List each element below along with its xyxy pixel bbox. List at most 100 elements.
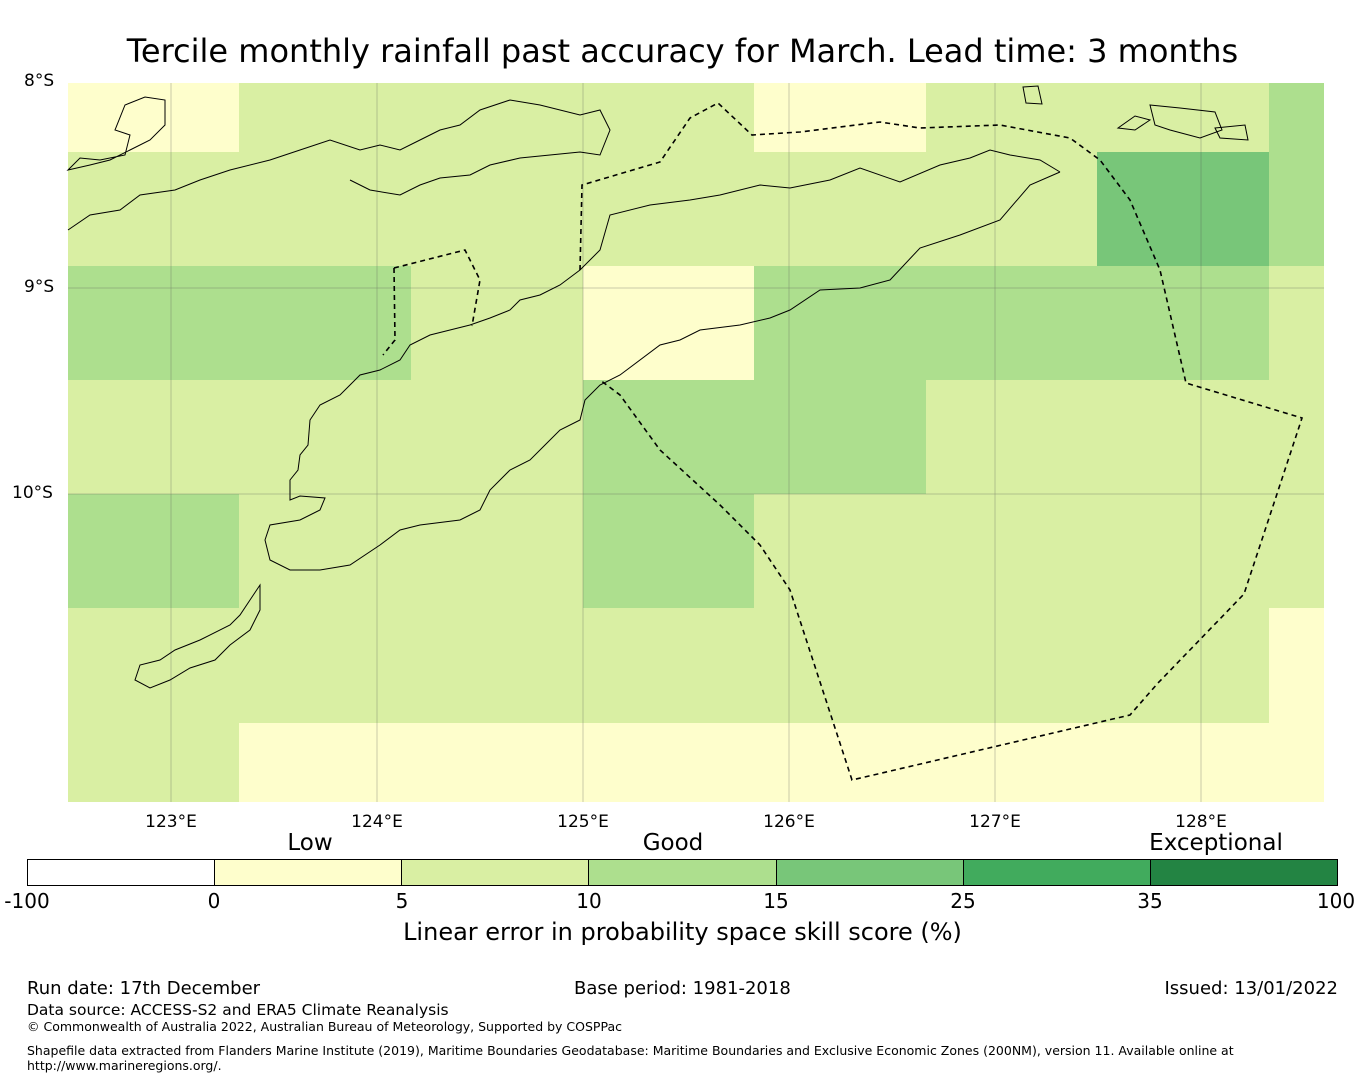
lon-label-123e: 123°E [145, 812, 197, 832]
lat-label-9s: 9°S [24, 277, 55, 297]
skill-cell [1269, 83, 1324, 152]
skill-cell [411, 608, 583, 723]
skill-cell [754, 494, 926, 608]
skill-cell [1269, 608, 1324, 723]
skill-cell [68, 266, 239, 380]
skill-cell [583, 608, 754, 723]
skill-cell [411, 380, 583, 494]
skill-cell [583, 723, 754, 802]
skill-cell [583, 266, 754, 380]
skill-cell [1097, 380, 1269, 494]
skill-cell [583, 494, 754, 608]
base-period: Base period: 1981-2018 [574, 978, 791, 999]
skill-grid-cells [68, 83, 1324, 802]
lon-label-125e: 125°E [557, 812, 609, 832]
skill-cell [926, 152, 1097, 266]
page-title: Tercile monthly rainfall past accuracy f… [126, 32, 1239, 70]
lat-label-10s: 10°S [12, 483, 53, 503]
skill-cell [926, 266, 1097, 380]
small-island-2 [1214, 124, 1249, 141]
skill-cell [239, 723, 411, 802]
colorbar-tick: 35 [1137, 889, 1163, 913]
data-source: Data source: ACCESS-S2 and ERA5 Climate … [27, 1001, 449, 1019]
skill-cell [583, 83, 754, 152]
skill-cell [68, 723, 239, 802]
colorbar-segment [28, 860, 216, 885]
skill-cell [926, 494, 1097, 608]
skill-cell [926, 83, 1097, 152]
colorbar-tick: 0 [207, 889, 221, 913]
skill-cell [239, 608, 411, 723]
skill-cell [1097, 608, 1269, 723]
colorbar-tick: 100 [1316, 889, 1356, 913]
northwest-island-coast [66, 96, 166, 171]
skill-cell [754, 608, 926, 723]
colorbar-segment [776, 860, 964, 885]
skill-cell [68, 83, 239, 152]
run-date: Run date: 17th December [27, 978, 261, 999]
skill-cell [754, 723, 926, 802]
lon-label-124e: 124°E [351, 812, 403, 832]
skill-cell [239, 83, 411, 152]
category-exceptional: Exceptional [1149, 830, 1283, 856]
skill-cell [1097, 83, 1269, 152]
small-island-3 [1116, 115, 1152, 131]
skill-cell [926, 380, 1097, 494]
skill-cell [583, 380, 754, 494]
copyright: © Commonwealth of Australia 2022, Austra… [27, 1019, 622, 1034]
lon-label-127e: 127°E [969, 812, 1021, 832]
skill-cell [68, 494, 239, 608]
map-gridlines [68, 83, 1324, 802]
skill-cell [68, 608, 239, 723]
colorbar-segment [963, 860, 1151, 885]
skill-cell [1097, 494, 1269, 608]
skill-cell [411, 152, 583, 266]
lon-label-128e: 128°E [1175, 812, 1227, 832]
colorbar-tick: 25 [950, 889, 976, 913]
skill-cell [411, 266, 583, 380]
colorbar-segment [1150, 860, 1337, 885]
skill-cell [411, 83, 583, 152]
timor-coastline [67, 99, 611, 231]
eez-boundary [382, 102, 1304, 781]
skill-cell [1269, 152, 1324, 266]
shapefile-url: http://www.marineregions.org/. [27, 1058, 222, 1073]
skill-cell [926, 608, 1097, 723]
category-good: Good [642, 830, 704, 856]
issued-date: Issued: 13/01/2022 [1164, 978, 1338, 999]
skill-cell [68, 152, 239, 266]
coastline-outline [66, 85, 1249, 689]
lat-label-8s: 8°S [24, 71, 55, 91]
skill-cell [1269, 723, 1324, 802]
skill-cell [239, 152, 411, 266]
skill-cell [583, 152, 754, 266]
skill-cell [1269, 494, 1324, 608]
skill-cell [754, 380, 926, 494]
skill-cell [754, 152, 926, 266]
colorbar-segment [402, 860, 590, 885]
skill-cell [754, 83, 926, 152]
southwest-island-coast [134, 583, 261, 689]
skill-cell [411, 723, 583, 802]
skill-cell [411, 494, 583, 608]
skill-cell [1097, 723, 1269, 802]
colorbar-axis-label: Linear error in probability space skill … [403, 918, 962, 946]
skill-cell [1097, 152, 1269, 266]
category-low: Low [287, 830, 333, 856]
skill-cell [754, 266, 926, 380]
colorbar [27, 859, 1338, 886]
skill-map [66, 83, 1324, 802]
colorbar-segment [215, 860, 403, 885]
colorbar-tick: 10 [576, 889, 602, 913]
colorbar-tick: 15 [763, 889, 789, 913]
skill-cell [1269, 266, 1324, 380]
colorbar-tick: 5 [395, 889, 409, 913]
colorbar-tick: -100 [4, 889, 50, 913]
skill-cell [239, 380, 411, 494]
lon-label-126e: 126°E [763, 812, 815, 832]
skill-cell [1097, 266, 1269, 380]
skill-cell [926, 723, 1097, 802]
skill-cell [68, 380, 239, 494]
small-island-4 [1022, 85, 1043, 105]
small-island [1149, 104, 1223, 139]
